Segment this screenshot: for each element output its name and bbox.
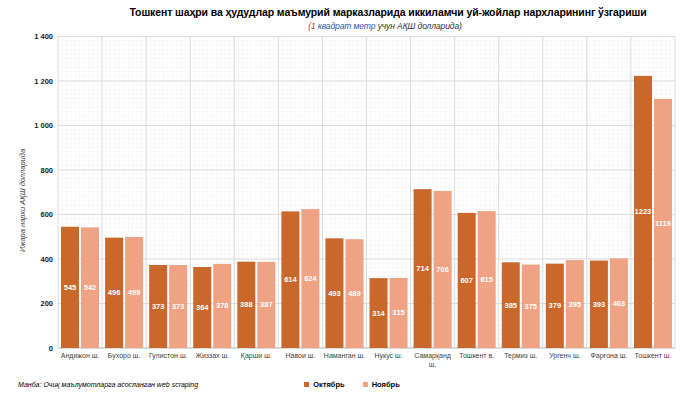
x-tick-label: Нукус ш. <box>374 352 402 360</box>
bar-value-label: 545 <box>64 283 77 292</box>
bar-value-label: 607 <box>460 276 473 285</box>
bar-value-label: 373 <box>172 302 185 311</box>
y-tick-label: 600 <box>40 210 53 219</box>
legend-item-Октябрь: Октябрь <box>304 380 344 389</box>
y-tick-label: 400 <box>40 255 53 264</box>
bar-value-label: 706 <box>436 265 449 274</box>
bar-value-label: 315 <box>392 308 405 317</box>
bar-value-label: 403 <box>613 299 626 308</box>
legend-swatch <box>304 382 309 387</box>
x-tick-label: Қарши ш. <box>241 352 272 360</box>
bar-value-label: 379 <box>549 301 562 310</box>
bar-value-label: 714 <box>416 264 429 273</box>
bar-value-label: 378 <box>216 301 229 310</box>
bar-value-label: 489 <box>348 289 361 298</box>
x-tick-labels: Андижон ш. Бухоро ш. Гулистон ш. Жиззах ш. Қ… <box>61 352 672 368</box>
bar-value-label: 614 <box>284 275 297 284</box>
bar-value-label: 496 <box>108 288 121 297</box>
bar-value-label: 1223 <box>635 207 652 216</box>
bar-value-label: 375 <box>524 302 537 311</box>
bar-value-label: 314 <box>372 309 385 318</box>
bar-chart: 0 200 400 600 800 1 000 1 200 1 400 545 496 373 364… <box>0 0 680 412</box>
y-tick-label: 800 <box>40 166 53 175</box>
x-tick-label: Жиззах ш. <box>195 352 229 359</box>
bar-value-label: 387 <box>260 300 273 309</box>
legend-label: Октябрь <box>313 380 344 389</box>
x-tick-label: Тошкент ш. <box>635 352 672 359</box>
x-tick-label: Наманган ш. <box>324 352 365 359</box>
x-tick-label: Самарқандш. <box>414 352 451 368</box>
bar-value-label: 388 <box>240 300 253 309</box>
x-tick-label: Бухоро ш. <box>108 352 141 360</box>
bar-value-label: 499 <box>128 288 141 297</box>
y-tick-label: 1 400 <box>34 32 53 41</box>
y-tick-labels: 0 200 400 600 800 1 000 1 200 1 400 <box>34 32 53 353</box>
bar-value-label: 615 <box>480 275 493 284</box>
bar-value-label: 385 <box>504 301 517 310</box>
bar-value-label: 373 <box>152 302 165 311</box>
legend-label: Ноябрь <box>372 380 400 389</box>
source-note: Манба: Очиқ маълумотларга асосланган web… <box>18 381 198 388</box>
y-tick-label: 200 <box>40 299 53 308</box>
x-tick-label: Андижон ш. <box>61 352 100 360</box>
x-tick-label: Ургенч ш. <box>549 352 580 360</box>
x-tick-label: Фарғона ш. <box>590 352 627 360</box>
y-tick-label: 0 <box>49 344 53 353</box>
bar-value-label: 1119 <box>655 219 671 228</box>
bar-value-label: 364 <box>196 303 209 312</box>
chart-page: Тошкент шаҳри ва ҳудудлар маъмурий марка… <box>0 0 680 412</box>
bar-value-label: 393 <box>593 300 606 309</box>
y-tick-label: 1 200 <box>34 77 53 86</box>
x-tick-label: Тошкент в. <box>459 352 494 359</box>
bar-value-label: 542 <box>84 283 97 292</box>
x-tick-label: Термиз ш. <box>504 352 537 360</box>
bar-value-label: 493 <box>328 289 341 298</box>
bar-value-label: 395 <box>569 300 582 309</box>
legend-swatch <box>363 382 368 387</box>
bar-value-label: 624 <box>304 274 317 283</box>
legend-item-Ноябрь: Ноябрь <box>363 380 400 389</box>
x-tick-label: Гулистон ш. <box>149 352 188 360</box>
x-tick-label: Навои ш. <box>285 352 315 359</box>
y-tick-label: 1 000 <box>34 121 53 130</box>
